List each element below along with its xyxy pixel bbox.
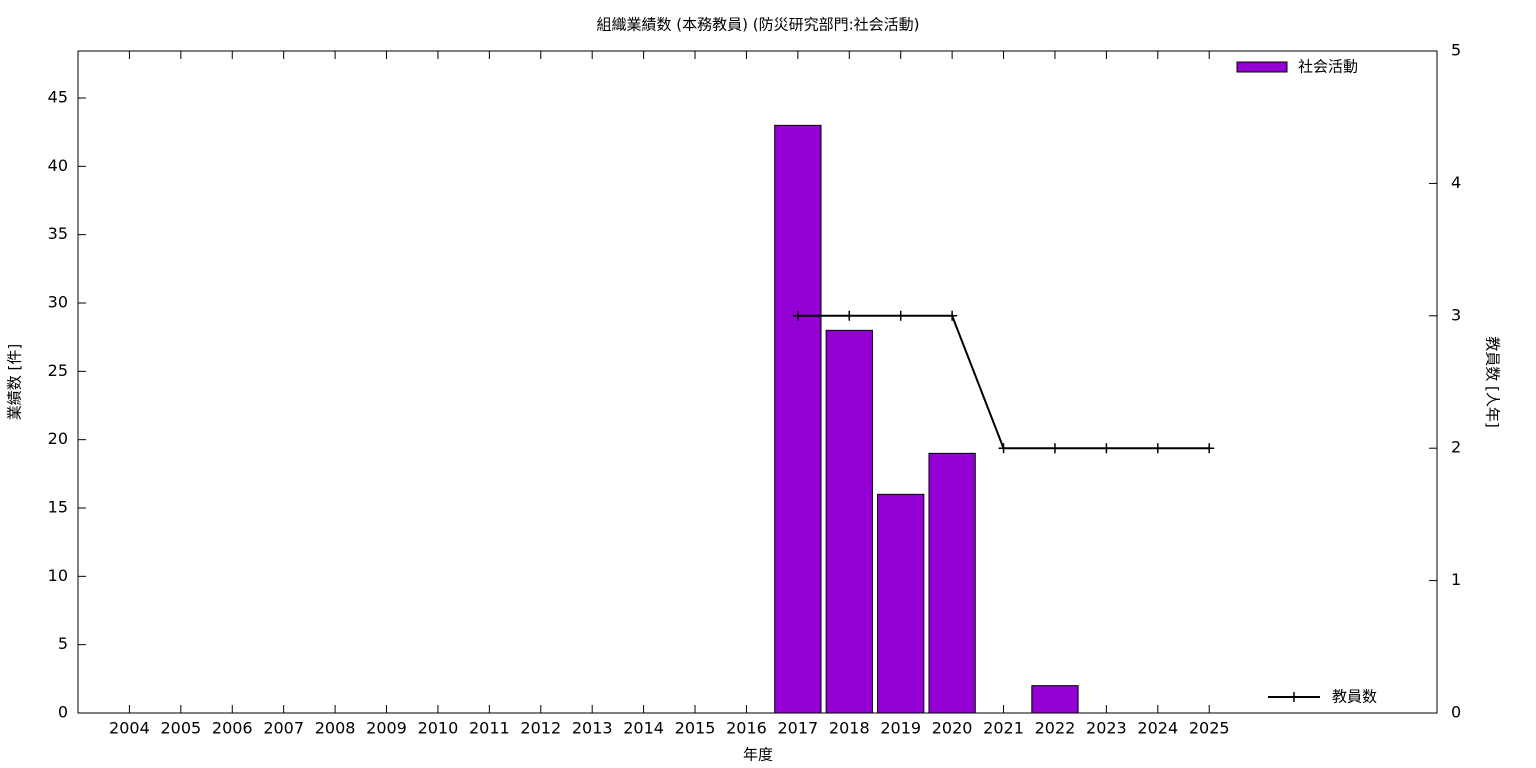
y-tick-label: 5 — [58, 634, 68, 653]
legend-swatch — [1236, 61, 1288, 73]
y-tick-label: 15 — [48, 498, 68, 517]
x-tick-label: 2019 — [880, 719, 921, 738]
x-tick-label: 2018 — [829, 719, 870, 738]
y2-tick-label: 4 — [1451, 173, 1461, 192]
y-tick-label: 35 — [48, 224, 68, 243]
x-tick-label: 2016 — [726, 719, 767, 738]
y-tick-label: 25 — [48, 361, 68, 380]
legend-label: 教員数 — [1332, 688, 1377, 706]
point-marker — [998, 443, 1009, 454]
x-tick-label: 2020 — [932, 719, 973, 738]
x-tick-label: 2004 — [109, 719, 150, 738]
x-tick-label: 2022 — [1035, 719, 1076, 738]
x-tick-label: 2005 — [160, 719, 201, 738]
chart-title: 組織業績数 (本務教員) (防災研究部門:社会活動) — [596, 16, 919, 34]
point-marker — [1049, 443, 1060, 454]
y2-tick-label: 3 — [1451, 305, 1461, 324]
bar — [877, 493, 925, 714]
point-marker — [895, 310, 906, 321]
x-tick-label: 2024 — [1137, 719, 1178, 738]
plot-frame — [77, 50, 1438, 714]
x-tick-label: 2015 — [675, 719, 716, 738]
x-tick-label: 2008 — [315, 719, 356, 738]
x-tick-label: 2021 — [983, 719, 1024, 738]
point-marker — [1204, 443, 1215, 454]
bar — [928, 452, 976, 714]
x-tick-label: 2017 — [778, 719, 819, 738]
x-tick-label: 2007 — [263, 719, 304, 738]
x-tick-label: 2012 — [520, 719, 561, 738]
y-tick-label: 20 — [48, 429, 68, 448]
x-tick-label: 2010 — [418, 719, 459, 738]
x-tick-label: 2009 — [366, 719, 407, 738]
y2-tick-label: 5 — [1451, 41, 1461, 60]
y2-tick-label: 2 — [1451, 438, 1461, 457]
y-axis-label: 業績数 [件] — [6, 344, 24, 420]
point-marker — [947, 310, 958, 321]
x-tick-label: 2006 — [212, 719, 253, 738]
point-marker — [1101, 443, 1112, 454]
point-marker — [792, 310, 803, 321]
x-tick-label: 2013 — [572, 719, 613, 738]
x-tick-label: 2023 — [1086, 719, 1127, 738]
bar — [774, 124, 822, 714]
y2-tick-label: 0 — [1451, 703, 1461, 722]
bar — [825, 329, 873, 714]
bar — [1031, 685, 1079, 714]
x-tick-label: 2014 — [623, 719, 664, 738]
y2-axis-label: 教員数 [人年] — [1484, 336, 1502, 427]
y2-tick-label: 1 — [1451, 570, 1461, 589]
point-marker — [844, 310, 855, 321]
y-tick-label: 10 — [48, 566, 68, 585]
x-axis-label: 年度 — [743, 746, 773, 764]
x-tick-label: 2011 — [469, 719, 510, 738]
legend-label: 社会活動 — [1298, 58, 1358, 76]
y-tick-label: 45 — [48, 88, 68, 107]
x-tick-label: 2025 — [1189, 719, 1230, 738]
point-marker — [1152, 443, 1163, 454]
y-tick-label: 0 — [58, 703, 68, 722]
y-tick-label: 40 — [48, 156, 68, 175]
y-tick-label: 30 — [48, 293, 68, 312]
